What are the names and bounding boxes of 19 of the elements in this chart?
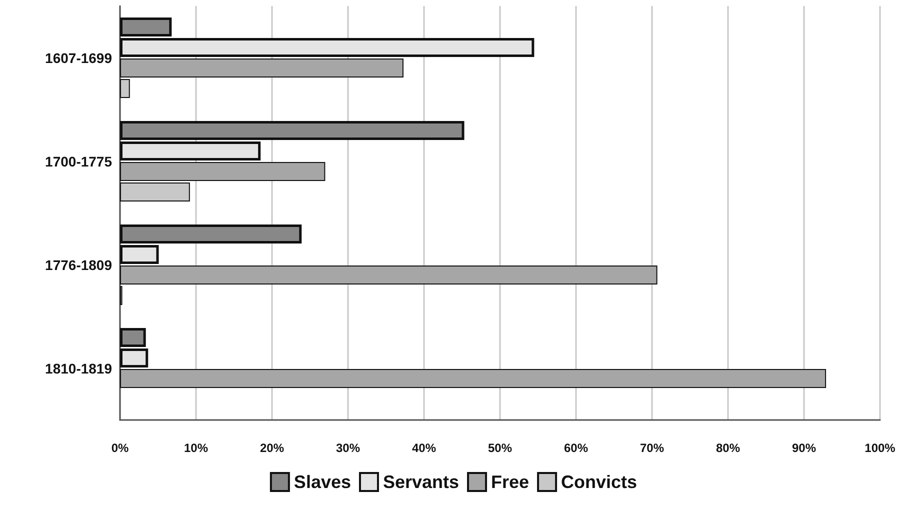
- x-tick-label: 30%: [336, 441, 360, 455]
- x-tick-label: 90%: [792, 441, 816, 455]
- y-tick-label: 1776-1809: [45, 256, 112, 273]
- legend-label: Slaves: [294, 472, 351, 492]
- x-tick-label: 80%: [716, 441, 740, 455]
- legend-label: Servants: [382, 472, 460, 492]
- x-tick-label: 40%: [412, 441, 436, 455]
- y-tick-label: 1810-1819: [45, 360, 112, 376]
- x-tick-label: 60%: [564, 441, 588, 455]
- legend-label: Free: [491, 472, 530, 492]
- x-tick-label: 0%: [111, 441, 129, 455]
- x-tick-label: 100%: [864, 441, 896, 455]
- x-tick-label: 70%: [640, 441, 664, 455]
- y-tick-label: 1607-1699: [45, 50, 112, 66]
- x-tick-label: 50%: [488, 441, 512, 455]
- x-tick-label: 10%: [184, 441, 208, 455]
- x-tick-label: 20%: [260, 441, 284, 455]
- legend-label: Convicts: [561, 472, 638, 492]
- y-tick-label: 1700-1775: [45, 153, 112, 170]
